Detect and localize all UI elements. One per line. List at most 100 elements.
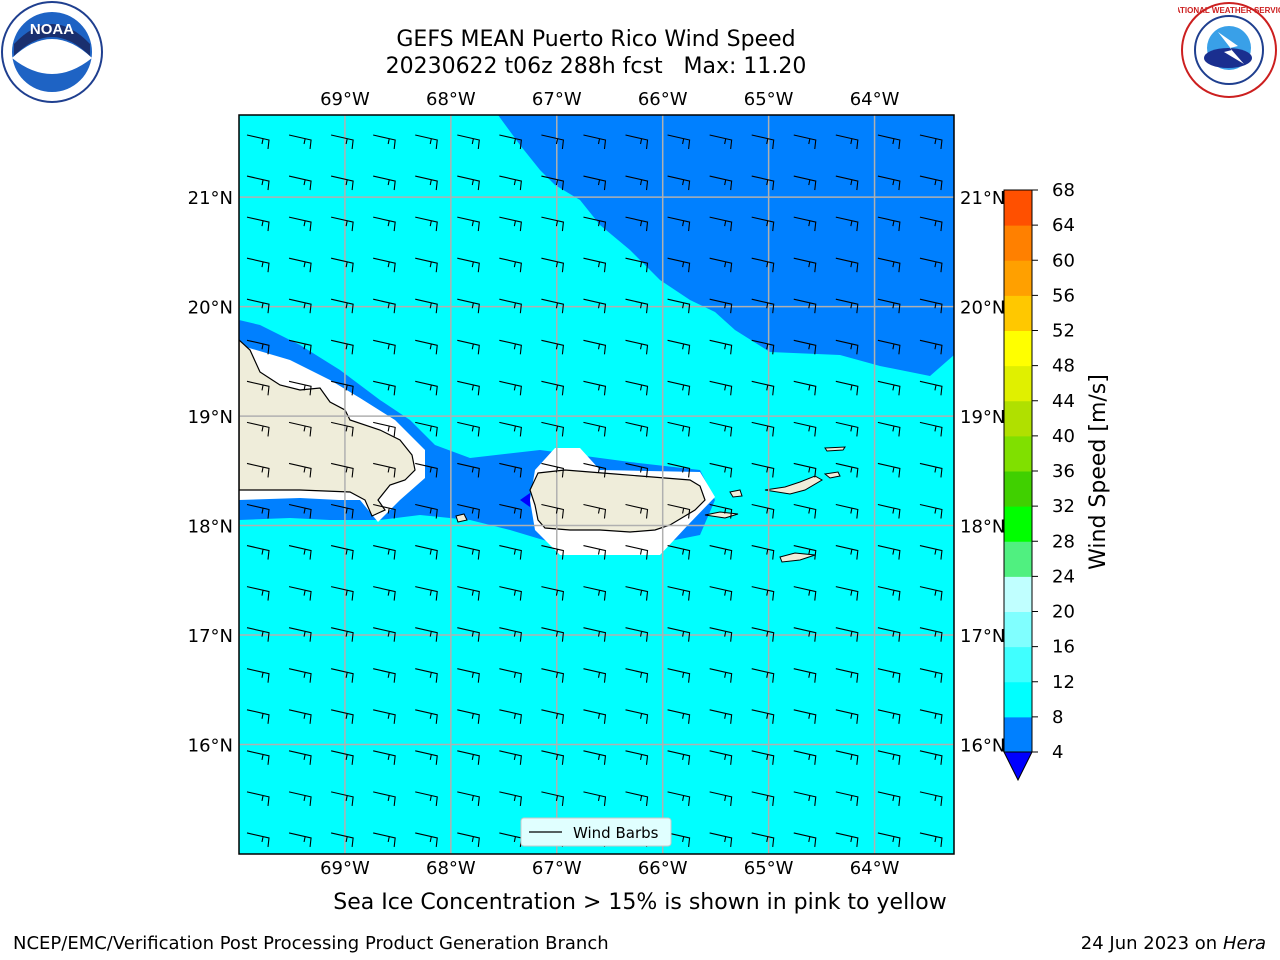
wind-barb xyxy=(751,462,775,478)
wind-barb xyxy=(246,832,270,848)
wind-barb xyxy=(246,257,270,273)
legend-label: Wind Barbs xyxy=(573,824,659,842)
wind-barb xyxy=(793,791,817,806)
wind-barb xyxy=(625,668,649,683)
wind-barb xyxy=(877,709,901,724)
wind-barb xyxy=(541,791,565,806)
colorbar-tick-label: 4 xyxy=(1052,742,1063,763)
wind-barb xyxy=(246,709,270,724)
colorbar-segment xyxy=(1004,576,1032,612)
wind-barb xyxy=(415,709,438,724)
lon-tick-label-top: 68°W xyxy=(426,89,476,110)
wind-barb xyxy=(415,586,438,601)
land-anegada xyxy=(823,471,841,479)
wind-barb xyxy=(877,380,901,396)
colorbar-tick-label: 28 xyxy=(1052,531,1075,552)
wind-barb xyxy=(751,257,775,273)
wind-barb xyxy=(919,339,943,355)
wind-barb xyxy=(330,668,354,683)
wind-barb xyxy=(751,380,775,396)
wind-barb xyxy=(246,216,270,232)
wind-barb xyxy=(751,832,775,848)
lat-tick-label-left: 16°N xyxy=(188,736,233,757)
lon-tick-label-bottom: 68°W xyxy=(426,858,476,879)
wind-barb xyxy=(373,627,396,642)
wind-barb xyxy=(625,503,649,519)
wind-barb xyxy=(835,586,859,601)
map-frame xyxy=(238,114,955,855)
wind-barb xyxy=(288,134,312,150)
wind-barb xyxy=(583,175,607,191)
wind-barb xyxy=(793,627,817,642)
wind-barb xyxy=(415,339,438,355)
wind-barb xyxy=(751,298,775,314)
wind-barb xyxy=(583,791,607,806)
lon-tick-label-top: 67°W xyxy=(532,89,582,110)
wind-barb xyxy=(330,339,354,355)
wind-barb xyxy=(373,586,396,601)
wind-barb xyxy=(919,462,943,478)
wind-barb xyxy=(709,545,733,560)
wind-barb xyxy=(625,627,649,642)
wind-barb xyxy=(415,545,438,560)
wind-barb xyxy=(288,791,312,806)
lon-tick-label-bottom: 64°W xyxy=(850,858,900,879)
wind-barb xyxy=(457,668,480,683)
wind-barb xyxy=(877,339,901,355)
gridlines xyxy=(239,115,954,854)
wind-barb xyxy=(457,545,480,560)
wind-barb xyxy=(541,462,565,478)
wind-barb xyxy=(709,668,733,683)
lon-tick-label-top: 65°W xyxy=(744,89,794,110)
wind-barb xyxy=(583,216,607,232)
colorbar-tick-label: 64 xyxy=(1052,215,1075,236)
wind-barb xyxy=(625,380,649,396)
wind-barb xyxy=(330,503,354,519)
wind-barb xyxy=(499,627,522,642)
land-hispaniola xyxy=(239,339,416,517)
wind-barb xyxy=(330,257,354,273)
wind-barb xyxy=(709,380,733,396)
wind-barb xyxy=(373,175,396,191)
colorbar-label: Wind Speed [m/s] xyxy=(1086,374,1111,570)
wind-barb xyxy=(288,175,312,191)
land-mona-island xyxy=(455,513,468,523)
wind-barb xyxy=(919,545,943,560)
wind-barb xyxy=(330,586,354,601)
wind-barb xyxy=(415,380,438,396)
wind-barb xyxy=(541,545,565,560)
colorbar-segment xyxy=(1004,611,1032,648)
wind-barb xyxy=(541,175,565,191)
wind-barb xyxy=(246,627,270,642)
wind-barb xyxy=(541,627,565,642)
wind-barb xyxy=(330,545,354,560)
wind-barb xyxy=(709,709,733,724)
colorbar-segment xyxy=(1004,225,1032,261)
wind-barb xyxy=(330,709,354,724)
wind-barb xyxy=(541,257,565,273)
wind-barb xyxy=(246,668,270,683)
wind-barb xyxy=(625,791,649,806)
wind-barb xyxy=(288,750,312,765)
wind-barb xyxy=(919,627,943,642)
wind-barb xyxy=(919,216,943,232)
wind-barb xyxy=(457,175,480,191)
wind-barb xyxy=(835,462,859,478)
colorbar-segment xyxy=(1004,260,1032,296)
wind-barb xyxy=(415,750,438,765)
wind-barb xyxy=(793,668,817,683)
wind-barb xyxy=(835,421,859,437)
wind-barb xyxy=(751,216,775,232)
wind-barb xyxy=(793,257,817,273)
wind-barb xyxy=(541,503,565,519)
colorbar-segment xyxy=(1004,681,1032,718)
wind-barb xyxy=(583,627,607,642)
wind-barb xyxy=(583,503,607,519)
wind-barb xyxy=(667,503,691,519)
wind-barb xyxy=(625,134,649,150)
wind-barb xyxy=(667,380,691,396)
wind-barb xyxy=(499,503,522,519)
wind-barb xyxy=(330,298,354,314)
